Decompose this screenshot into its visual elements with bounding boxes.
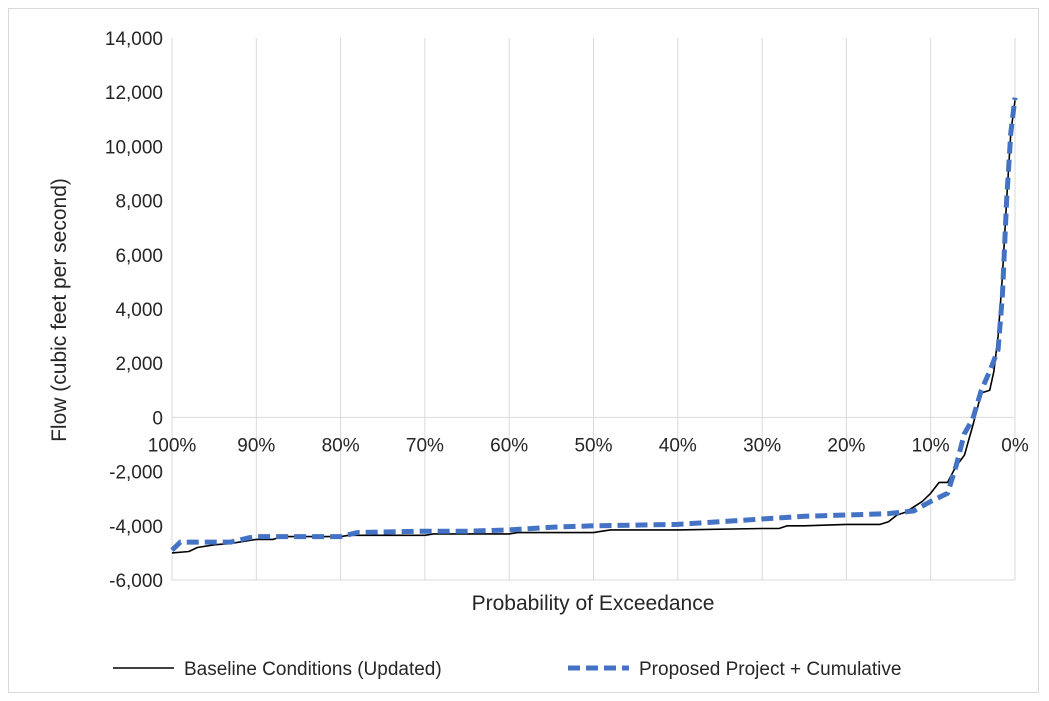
x-tick-label: 100% — [148, 435, 197, 456]
y-tick-label: -6,000 — [109, 571, 163, 592]
x-tick-label: 40% — [659, 435, 697, 456]
x-tick-label: 60% — [490, 435, 528, 456]
label-layer: Flow (cubic feet per second) Probability… — [48, 178, 714, 615]
x-tick-label: 90% — [237, 435, 275, 456]
axis-layer: -6,000 -4,000 -2,000 0 2,000 4,000 6,000 8,000 1… — [105, 29, 1029, 592]
x-tick-label: 20% — [827, 435, 865, 456]
x-tick-label: 30% — [743, 435, 781, 456]
y-tick-label: 12,000 — [105, 83, 163, 104]
series-line-proposed-project-cumulative — [170, 97, 1018, 552]
x-axis-title: Probability of Exceedance — [472, 592, 715, 615]
y-tick-label: 4,000 — [115, 300, 163, 321]
y-tick-label: 0 — [152, 408, 163, 429]
y-tick-label: 2,000 — [115, 354, 163, 375]
legend: Baseline Conditions (Updated) Proposed Pr… — [113, 659, 901, 680]
x-tick-label: 80% — [322, 435, 360, 456]
legend-label: Baseline Conditions (Updated) — [184, 659, 442, 680]
y-axis-title: Flow (cubic feet per second) — [48, 178, 71, 442]
x-tick-label: 0% — [1001, 435, 1029, 456]
legend-label: Proposed Project + Cumulative — [639, 659, 901, 680]
y-tick-label: -4,000 — [109, 517, 163, 538]
y-tick-label: 6,000 — [115, 246, 163, 267]
x-tick-label: 10% — [912, 435, 950, 456]
y-tick-label: 14,000 — [105, 29, 163, 50]
series-layer — [170, 97, 1018, 554]
y-tick-label: 10,000 — [105, 137, 163, 158]
x-tick-label: 50% — [574, 435, 612, 456]
y-tick-label: 8,000 — [115, 192, 163, 213]
grid-layer — [171, 38, 1016, 580]
y-tick-label: -2,000 — [109, 463, 163, 484]
x-tick-label: 70% — [406, 435, 444, 456]
chart-frame — [8, 8, 1039, 693]
